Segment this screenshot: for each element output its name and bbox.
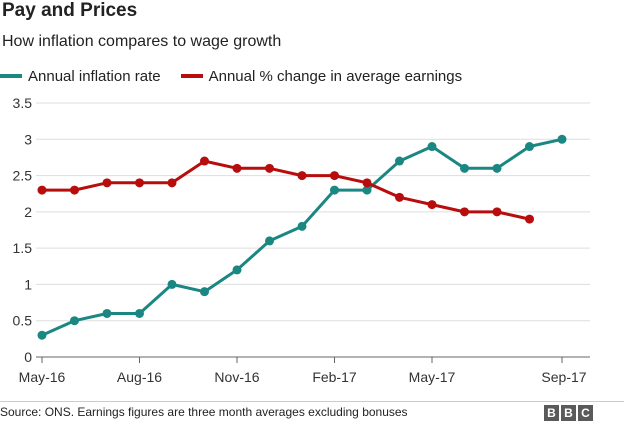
bbc-logo-block: C [578,405,593,421]
line-chart: 0 0.5 1 1.5 2 2.5 3 3.5 May-16 Aug-16 Nov-16 Feb-17… [13,95,590,385]
inflation-data-point [362,185,372,195]
x-tick-label: May-16 [19,369,66,385]
earnings-data-point [70,185,79,195]
y-tick-label: 3.5 [13,95,33,111]
earnings-data-point [297,171,307,181]
x-tick-label: Nov-16 [214,369,259,385]
y-tick-label: 3 [24,131,32,147]
inflation-data-point [37,330,47,340]
earnings-data-point [330,171,339,181]
inflation-data-point [232,265,242,275]
inflation-data-point [460,163,469,173]
y-tick-label: 2.5 [13,168,33,184]
inflation-data-point [557,134,567,144]
inflation-data-point [102,308,112,318]
x-tick-label: Aug-16 [117,369,162,385]
chart-subtitle: How inflation compares to wage growth [2,33,282,50]
inflation-data-point [200,287,209,297]
earnings-data-point [362,178,372,188]
bbc-logo-block: B [544,405,559,421]
series-lines [37,134,567,340]
chart-title: Pay and Prices [2,0,138,21]
inflation-data-point [525,142,534,152]
earnings-data-point [135,178,144,188]
inflation-data-point [135,308,144,318]
earnings-data-point [265,163,274,173]
inflation-data-point [427,142,437,152]
legend-swatch-earnings [180,74,203,78]
inflation-series-line [40,137,564,337]
earnings-series-line [40,159,531,221]
inflation-data-point [70,316,79,326]
earnings-data-point [167,178,177,188]
inflation-data-point [297,221,307,231]
axes: 0 0.5 1 1.5 2 2.5 3 3.5 May-16 Aug-16 Nov-16 Feb-17… [13,95,590,385]
y-tick-label: 0 [24,349,32,365]
y-tick-label: 1.5 [13,240,33,256]
bbc-logo-block: B [561,405,576,421]
inflation-data-point [330,185,339,195]
inflation-data-point [492,163,502,173]
x-tick-label: Feb-17 [312,369,357,385]
y-tick-label: 1 [24,276,32,292]
earnings-data-point [395,192,404,202]
inflation-data-point [265,236,274,246]
source-note: Source: ONS. Earnings figures are three … [0,405,408,419]
earnings-data-point [232,163,242,173]
chart-legend: Annual inflation rate Annual % change in… [0,66,462,86]
gridlines [36,102,590,322]
legend-swatch-inflation [0,74,22,78]
y-tick-label: 0.5 [13,313,33,329]
legend-item-earnings: Annual % change in average earnings [180,67,463,85]
y-tick-label: 2 [24,204,32,220]
earnings-data-point [427,200,437,210]
inflation-data-point [395,156,404,166]
earnings-data-point [37,185,47,195]
earnings-data-point [102,178,112,188]
footer-divider [0,401,624,402]
legend-label-earnings: Annual % change in average earnings [208,67,463,85]
earnings-data-point [460,207,469,217]
legend-item-inflation: Annual inflation rate [0,68,161,85]
bbc-logo: B B C [542,405,593,421]
earnings-data-point [525,214,534,224]
x-tick-label: May-17 [409,369,456,385]
inflation-data-point [167,279,177,289]
x-tick-label: Sep-17 [541,369,586,385]
earnings-data-point [200,156,209,166]
legend-label-inflation: Annual inflation rate [28,67,161,85]
earnings-data-point [492,207,502,217]
